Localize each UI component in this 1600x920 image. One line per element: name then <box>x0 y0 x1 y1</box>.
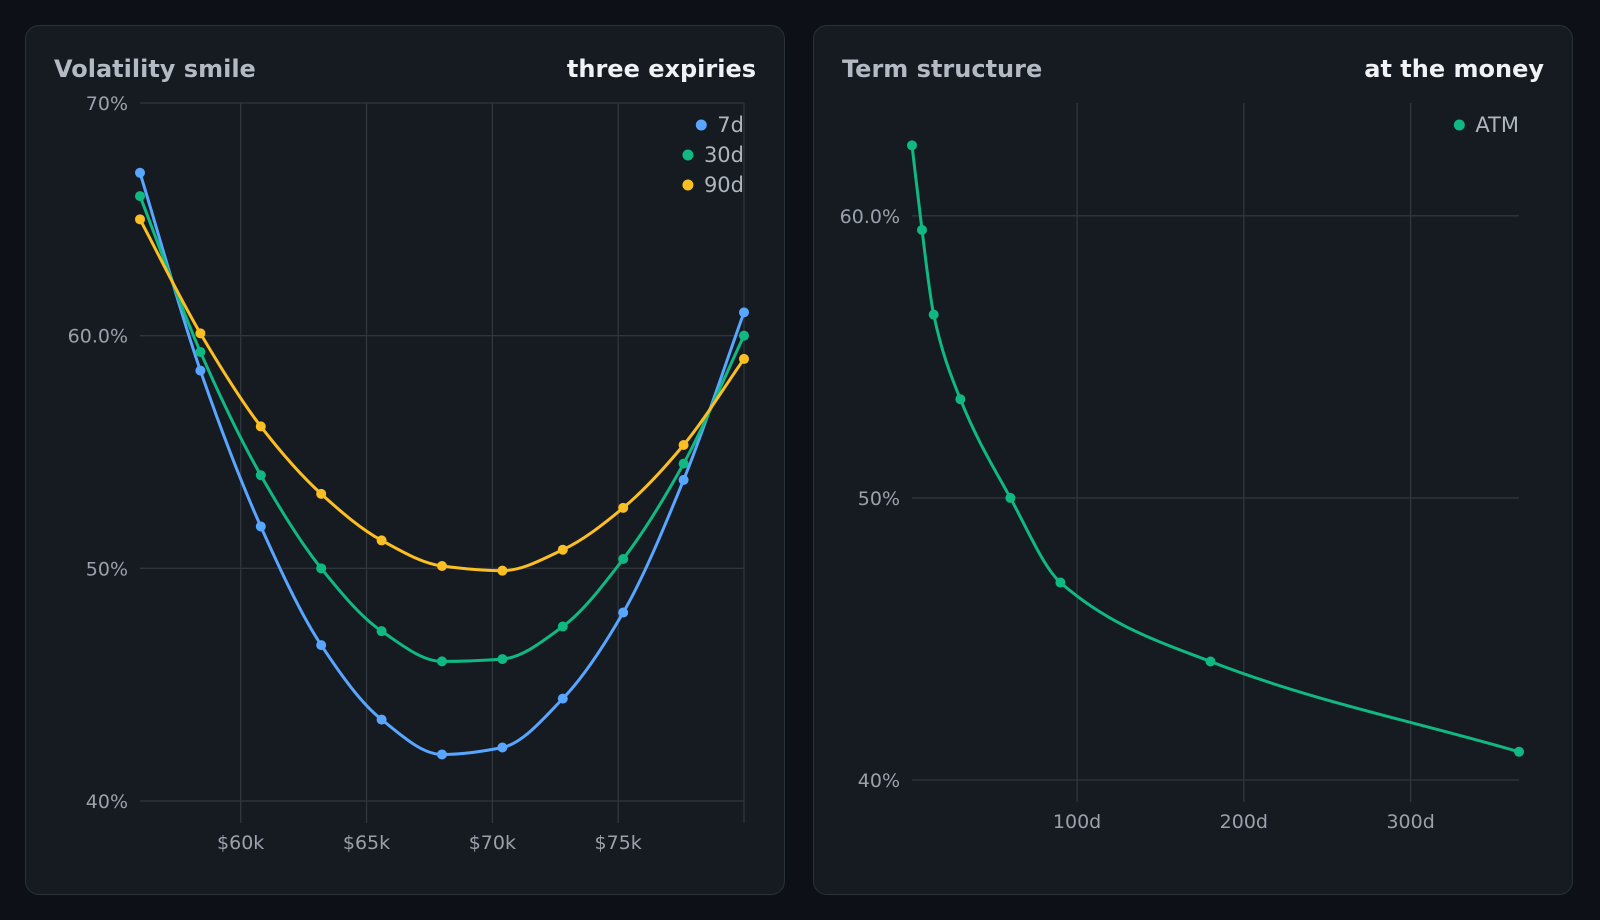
legend-swatch-7d <box>695 119 707 131</box>
data-point-90d <box>316 488 327 499</box>
data-point-30d <box>618 554 629 565</box>
data-point-30d <box>316 563 327 574</box>
data-point-30d <box>437 656 447 667</box>
chart-subtitle: at the money <box>1364 55 1544 83</box>
data-point-ATM <box>955 394 966 405</box>
data-point-ATM <box>1205 656 1216 667</box>
legend-label-30d: 30d <box>704 143 744 167</box>
data-point-7d <box>437 749 447 760</box>
data-point-30d <box>678 458 689 469</box>
data-point-ATM <box>917 224 928 235</box>
series-line-90d <box>138 217 746 573</box>
x-tick-label: $75k <box>595 832 642 854</box>
legend-swatch-90d <box>682 179 694 191</box>
legend-label-90d: 90d <box>704 173 744 197</box>
data-point-30d <box>497 654 508 665</box>
data-point-30d <box>135 191 145 202</box>
data-point-90d <box>678 440 689 451</box>
data-point-7d <box>678 474 689 485</box>
chart-title: Volatility smile <box>54 55 256 83</box>
data-point-30d <box>376 626 387 637</box>
x-tick-label: 200d <box>1220 811 1268 833</box>
x-tick-label: $60k <box>217 832 264 854</box>
data-point-ATM <box>1055 577 1066 588</box>
data-point-90d <box>437 561 447 572</box>
data-point-ATM <box>907 140 917 151</box>
x-tick-label: $70k <box>469 832 516 854</box>
volatility-smile-chart: Volatility smile three expiries 70% 60.0%… <box>54 55 756 854</box>
series-line-30d <box>138 194 746 663</box>
y-tick-label: 40% <box>86 791 128 813</box>
data-point-7d <box>255 521 266 532</box>
legend-label-ATM: ATM <box>1475 113 1519 137</box>
chart-title: Term structure <box>842 55 1042 83</box>
data-point-90d <box>195 328 206 339</box>
data-point-7d <box>557 693 568 704</box>
data-point-30d <box>557 621 568 632</box>
legend-swatch-ATM <box>1453 119 1465 131</box>
series-line-7d <box>138 171 746 756</box>
x-tick-label: 300d <box>1386 811 1434 833</box>
data-point-7d <box>497 742 508 753</box>
data-point-30d <box>255 470 266 481</box>
data-point-90d <box>739 353 749 364</box>
data-point-90d <box>376 535 387 546</box>
y-tick-label: 70% <box>86 93 128 115</box>
y-tick-label: 50% <box>858 488 900 510</box>
y-tick-label: 60.0% <box>68 326 128 348</box>
x-tick-label: $65k <box>343 832 390 854</box>
legend-label-7d: 7d <box>717 113 744 137</box>
data-point-ATM <box>1514 746 1524 757</box>
volatility-smile-panel: Volatility smile three expiries 70% 60.0%… <box>25 25 785 895</box>
series-line-ATM <box>910 143 1521 754</box>
data-point-7d <box>195 365 206 376</box>
term-structure-panel: Term structure at the money 60.0% 50% 40% 1… <box>813 25 1573 895</box>
data-point-7d <box>739 307 749 318</box>
data-point-ATM <box>928 309 939 320</box>
data-point-90d <box>255 421 266 432</box>
data-point-7d <box>618 607 629 618</box>
x-tick-label: 100d <box>1053 811 1101 833</box>
data-point-90d <box>497 565 508 576</box>
y-tick-label: 40% <box>858 770 900 792</box>
data-point-90d <box>557 544 568 555</box>
data-point-90d <box>135 214 145 225</box>
data-point-30d <box>195 346 206 357</box>
y-tick-label: 60.0% <box>840 206 900 228</box>
data-point-ATM <box>1005 492 1016 503</box>
chart-subtitle: three expiries <box>567 55 756 83</box>
data-point-7d <box>135 167 145 178</box>
legend-swatch-30d <box>682 149 694 161</box>
term-structure-chart: Term structure at the money 60.0% 50% 40% 1… <box>840 55 1545 833</box>
y-tick-label: 50% <box>86 558 128 580</box>
data-point-90d <box>618 502 629 513</box>
data-point-30d <box>739 330 749 341</box>
data-point-7d <box>316 640 327 651</box>
data-point-7d <box>376 714 387 725</box>
